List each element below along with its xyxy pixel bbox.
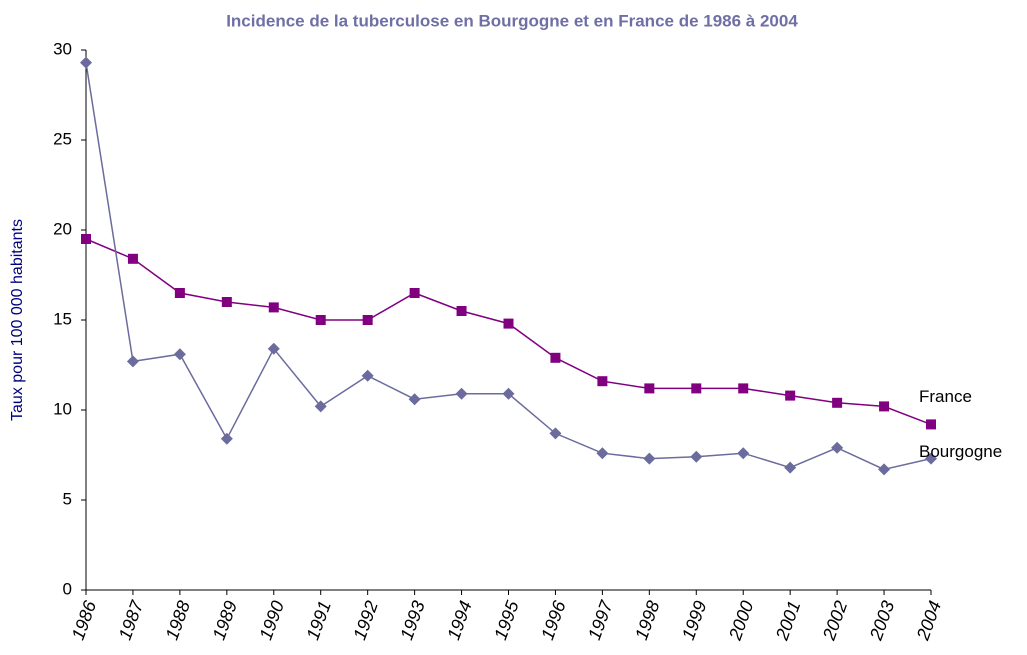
x-tick-label: 2004 [912,598,945,643]
x-tick-label: 1990 [256,598,288,642]
marker [361,369,374,382]
marker [785,390,796,401]
marker [690,450,703,463]
marker [926,419,936,430]
x-tick-label: 1992 [349,598,381,642]
marker [127,253,138,264]
marker [221,297,232,307]
x-tick-label: 1996 [537,597,570,642]
marker [314,400,327,413]
y-tick-label: 15 [53,309,72,328]
x-tick-label: 1993 [396,598,428,642]
marker [879,401,890,412]
x-tick-label: 1988 [162,598,194,642]
marker [644,383,655,394]
marker [831,441,844,454]
y-tick-label: 20 [53,219,72,238]
x-tick-label: 2001 [772,598,805,643]
x-tick-label: 1994 [443,598,475,642]
marker [409,288,420,298]
y-tick-label: 30 [53,39,72,58]
x-tick-label: 2000 [725,598,758,643]
marker [503,318,514,329]
marker [456,306,467,316]
y-tick-label: 0 [63,579,72,598]
marker [315,315,326,325]
marker [878,463,891,476]
marker [220,432,233,445]
x-tick-label: 2002 [819,598,852,643]
marker [549,427,562,440]
marker [596,447,609,460]
marker [502,387,515,400]
marker [126,355,139,368]
x-tick-label: 1986 [68,597,101,642]
series-label: France [919,387,972,406]
x-tick-label: 1991 [302,598,334,642]
chart-title: Incidence de la tuberculose en Bourgogne… [226,11,798,30]
marker [691,383,702,394]
marker [267,342,280,355]
y-tick-label: 10 [53,399,72,418]
marker [925,452,937,465]
x-tick-label: 1997 [584,597,617,642]
marker [737,447,750,460]
x-tick-label: 1998 [631,598,663,642]
marker [784,461,797,474]
y-axis-label: Taux pour 100 000 habitants [9,219,26,421]
marker [738,383,749,394]
marker [268,302,279,313]
marker [81,234,91,244]
x-tick-label: 2003 [865,598,898,643]
marker [550,352,561,363]
marker [174,288,185,298]
x-tick-label: 1989 [209,598,241,642]
x-tick-label: 1995 [490,597,523,642]
series-line [85,62,932,471]
x-tick-label: 1987 [115,597,148,642]
marker [455,387,468,400]
marker [832,397,843,408]
marker [362,315,373,325]
x-tick-label: 1999 [678,598,710,642]
marker [80,56,92,69]
marker [643,452,656,465]
marker [408,393,421,406]
marker [173,348,186,361]
marker [597,376,608,387]
y-tick-label: 25 [53,129,72,148]
series-label: Bourgogne [919,442,1002,461]
y-tick-label: 5 [63,489,72,508]
